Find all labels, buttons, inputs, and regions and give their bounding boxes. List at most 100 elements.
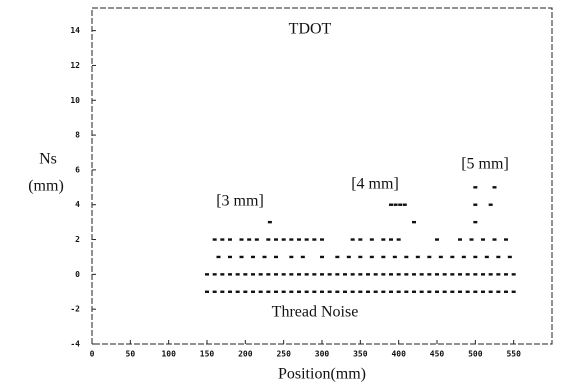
point [312, 238, 317, 241]
point [458, 238, 462, 241]
point [228, 290, 232, 293]
point [488, 273, 493, 276]
point [358, 255, 363, 259]
point [266, 273, 271, 276]
y-tick-label: 8 [75, 131, 80, 140]
point [320, 290, 324, 293]
point [465, 290, 470, 293]
x-tick-label: 500 [468, 350, 483, 359]
point [412, 273, 416, 276]
x-tick-label: 150 [200, 350, 215, 359]
point [274, 290, 278, 293]
point [511, 290, 516, 293]
point [258, 273, 263, 276]
y-tick-label: -2 [70, 305, 80, 314]
point [435, 238, 439, 241]
point [220, 238, 225, 241]
point [327, 273, 332, 276]
point [488, 203, 493, 206]
point [496, 255, 501, 259]
chart-title: TDOT [289, 21, 332, 38]
point [320, 238, 324, 241]
point [492, 238, 497, 241]
y-tick-label: 2 [75, 235, 80, 244]
point [220, 273, 225, 276]
point [212, 290, 217, 293]
point [435, 273, 439, 276]
point [300, 255, 305, 259]
point [396, 273, 401, 276]
point [358, 238, 363, 241]
point [366, 273, 370, 276]
point [488, 290, 493, 293]
point [458, 290, 462, 293]
point [289, 255, 294, 259]
x-tick-label: 0 [90, 350, 95, 359]
point [254, 238, 259, 241]
point [404, 290, 409, 293]
point [419, 290, 424, 293]
point [281, 273, 286, 276]
x-tick-label: 100 [161, 350, 176, 359]
point [373, 290, 378, 293]
point [504, 290, 508, 293]
point [450, 290, 455, 293]
x-tick-label: 250 [276, 350, 291, 359]
point [297, 290, 301, 293]
point [473, 290, 478, 293]
point [442, 290, 447, 293]
point [228, 255, 232, 259]
point [393, 203, 398, 206]
point [389, 203, 393, 206]
point [507, 255, 512, 259]
point [266, 238, 271, 241]
point [343, 290, 347, 293]
point [396, 290, 401, 293]
point [438, 255, 443, 259]
point [247, 238, 252, 241]
point [235, 273, 240, 276]
point [258, 290, 263, 293]
point [396, 238, 401, 241]
point [343, 273, 347, 276]
point [412, 220, 416, 224]
point [504, 238, 508, 241]
point [496, 273, 501, 276]
point [473, 203, 478, 206]
point [492, 186, 497, 189]
point [239, 255, 244, 259]
point [389, 238, 393, 241]
point [381, 238, 386, 241]
point [412, 290, 416, 293]
x-tick-label: 350 [353, 350, 368, 359]
annotation: [3 mm] [216, 193, 264, 210]
point [312, 290, 317, 293]
point [473, 255, 478, 259]
point [220, 290, 225, 293]
point [216, 255, 221, 259]
plot-frame [91, 7, 553, 345]
point [404, 255, 409, 259]
x-tick-label: 550 [506, 350, 521, 359]
point [235, 290, 240, 293]
point [335, 255, 340, 259]
point [473, 186, 478, 189]
y-tick-label: 10 [70, 96, 80, 105]
point [350, 273, 355, 276]
point [435, 290, 439, 293]
point [239, 238, 244, 241]
point [427, 273, 432, 276]
point [427, 290, 432, 293]
point [504, 273, 508, 276]
point [266, 290, 271, 293]
point [381, 255, 386, 259]
point [297, 238, 301, 241]
point [402, 203, 407, 206]
point [473, 220, 478, 224]
point [415, 255, 420, 259]
point [358, 290, 363, 293]
y-tick-label: 0 [75, 270, 80, 279]
y-label: (mm) [28, 178, 64, 195]
point [484, 255, 489, 259]
point [212, 238, 217, 241]
